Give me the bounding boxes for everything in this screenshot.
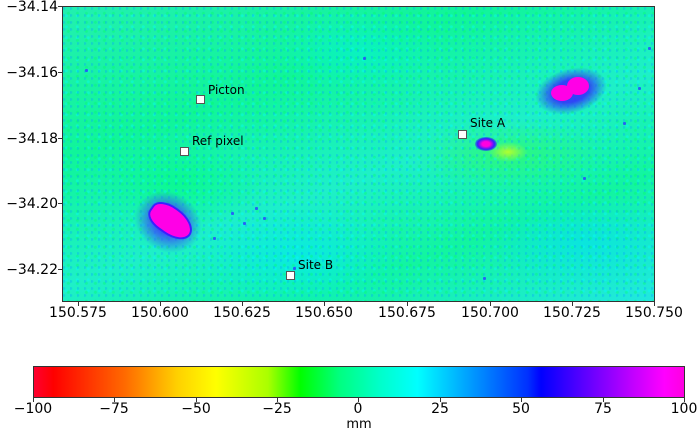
x-tick-mark <box>654 302 655 306</box>
x-tick-mark <box>490 302 491 306</box>
y-tick-label: −34.18 <box>6 131 58 147</box>
yellow-patch <box>488 142 528 162</box>
x-tick-label: 150.600 <box>131 305 189 321</box>
colorbar-tick-mark <box>603 398 604 402</box>
speck <box>648 47 651 50</box>
picton-label: Picton <box>208 83 245 97</box>
speck <box>213 237 216 240</box>
colorbar-tick-label: 25 <box>431 401 449 417</box>
site-b-label: Site B <box>298 258 334 272</box>
speck <box>623 122 626 125</box>
colorbar-tick-mark <box>33 398 34 402</box>
speck <box>483 277 486 280</box>
speck <box>363 57 366 60</box>
colorbar-tick-label: 0 <box>353 401 363 417</box>
speck <box>255 207 258 210</box>
speck <box>263 217 266 220</box>
ref-pixel-marker <box>180 147 189 156</box>
colorbar-tick-label: −100 <box>13 401 53 417</box>
colorbar-label: mm <box>346 417 372 432</box>
speck <box>583 177 586 180</box>
site-b-marker <box>286 271 295 280</box>
x-tick-label: 150.750 <box>625 305 683 321</box>
displacement-map: Picton Ref pixel Site A Site B <box>62 6 655 302</box>
colorbar <box>33 366 685 398</box>
colorbar-tick-mark <box>358 398 359 402</box>
site-a-label: Site A <box>470 116 506 130</box>
y-tick-mark <box>58 203 62 204</box>
x-tick-label: 150.725 <box>543 305 601 321</box>
map-texture <box>63 7 654 301</box>
x-tick-label: 150.700 <box>461 305 519 321</box>
y-tick-label: −34.20 <box>6 196 58 212</box>
speck <box>231 212 234 215</box>
y-tick-mark <box>58 269 62 270</box>
x-tick-label: 150.650 <box>295 305 353 321</box>
x-tick-mark <box>572 302 573 306</box>
east-hotspot-right <box>567 77 589 95</box>
site-a-hotspot <box>475 137 497 151</box>
site-a-marker <box>458 130 467 139</box>
colorbar-tick-mark <box>521 398 522 402</box>
colorbar-tick-mark <box>440 398 441 402</box>
colorbar-tick-mark <box>277 398 278 402</box>
x-tick-mark <box>324 302 325 306</box>
y-tick-mark <box>58 138 62 139</box>
x-tick-mark <box>407 302 408 306</box>
colorbar-tick-mark <box>114 398 115 402</box>
x-tick-mark <box>242 302 243 306</box>
ref-pixel-label: Ref pixel <box>192 134 244 148</box>
colorbar-tick-label: −75 <box>99 401 129 417</box>
x-tick-mark <box>78 302 79 306</box>
x-tick-label: 150.675 <box>378 305 436 321</box>
y-tick-label: −34.16 <box>6 65 58 81</box>
colorbar-tick-label: −25 <box>262 401 292 417</box>
speck <box>243 222 246 225</box>
speck <box>638 87 641 90</box>
x-tick-label: 150.575 <box>49 305 107 321</box>
x-tick-mark <box>160 302 161 306</box>
colorbar-tick-mark <box>196 398 197 402</box>
colorbar-tick-mark <box>684 398 685 402</box>
colorbar-tick-label: 75 <box>594 401 612 417</box>
y-tick-mark <box>58 6 62 7</box>
speck <box>85 69 88 72</box>
y-tick-label: −34.14 <box>6 0 58 15</box>
y-tick-mark <box>58 72 62 73</box>
y-tick-label: −34.22 <box>6 262 58 278</box>
x-tick-label: 150.625 <box>213 305 271 321</box>
colorbar-tick-label: −50 <box>181 401 211 417</box>
speck <box>293 267 296 270</box>
colorbar-tick-label: 50 <box>512 401 530 417</box>
picton-marker <box>196 95 205 104</box>
colorbar-tick-label: 100 <box>670 401 698 417</box>
